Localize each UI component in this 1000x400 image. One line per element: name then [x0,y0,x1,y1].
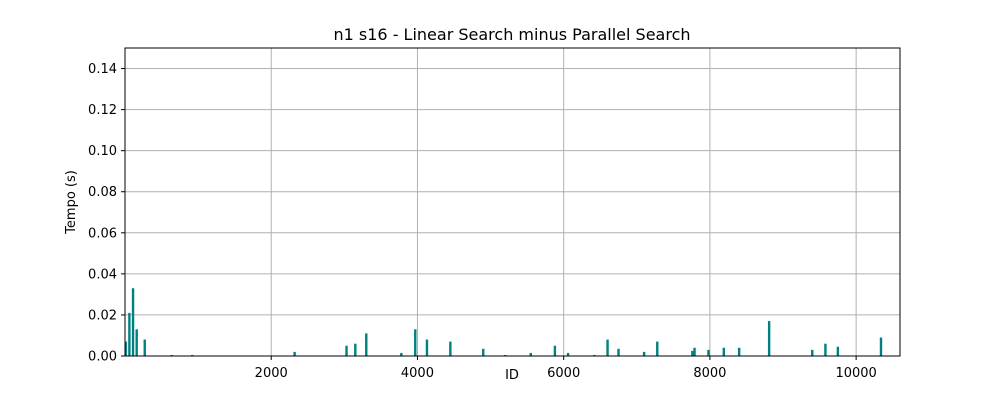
bar [345,345,348,356]
bar [691,350,694,356]
y-tick-label: 0.06 [88,226,117,241]
bar [606,339,609,356]
y-tick-label: 0.08 [88,185,117,200]
y-tick-label: 0.02 [88,308,117,323]
x-tick-label: 2000 [255,366,288,381]
bar [124,341,127,356]
bar [811,349,814,356]
bar [737,347,741,356]
bar [693,347,696,356]
bar [414,329,417,356]
y-tick-label: 0.00 [88,350,117,365]
bar [824,343,827,356]
bar [836,346,840,356]
bar [425,339,429,356]
y-tick-label: 0.12 [88,103,117,118]
y-tick-label: 0.04 [88,267,117,282]
bar [656,341,659,356]
bar [400,352,403,356]
bar [482,348,485,356]
x-tick-label: 10000 [835,366,876,381]
bar [767,321,771,356]
bar [449,341,452,356]
x-axis-ticks: 2000 4000 6000 8000 10000 [255,356,877,381]
bar [354,343,357,356]
bar [566,352,570,356]
bar [191,354,194,356]
bar [143,339,146,356]
x-axis-label: ID [505,368,519,383]
bar [135,329,138,356]
x-tick-label: 6000 [547,366,580,381]
bar [365,333,368,356]
bar [128,312,131,356]
bar [707,349,710,356]
bar [293,351,296,356]
bar [553,345,557,356]
bar [503,354,507,356]
bar [617,348,620,356]
bar [131,288,135,356]
y-tick-label: 0.10 [88,144,117,159]
y-tick-label: 0.14 [88,62,117,77]
bars [124,288,883,356]
plot-area-frame [124,47,901,357]
bar [879,337,883,356]
bar [529,352,532,356]
x-tick-label: 4000 [401,366,434,381]
bar [722,347,725,356]
bar [170,354,173,356]
bar [642,351,646,356]
y-axis-label: Tempo (s) [64,170,79,235]
x-tick-label: 8000 [693,366,726,381]
y-axis-ticks: 0.00 0.02 0.04 0.06 0.08 0.10 0.12 0.14 [88,62,125,365]
chart-title: n1 s16 - Linear Search minus Parallel Se… [334,25,691,44]
bar [593,354,596,356]
